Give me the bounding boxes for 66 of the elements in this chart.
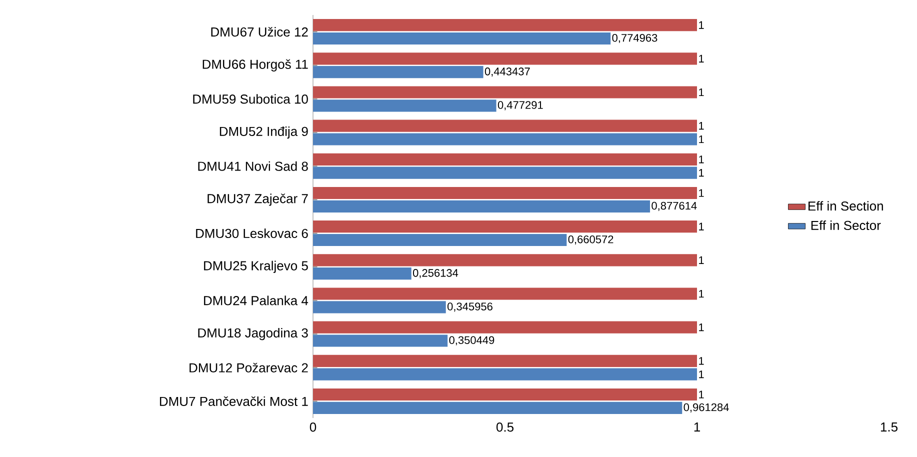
bar [313,66,484,78]
data-label: 0,961284 [684,403,729,412]
bar [313,288,698,300]
data-label: 0,256134 [412,269,458,278]
data-label: 1 [699,256,704,264]
bar [313,301,446,314]
y-tick-label: DMU41 Novi Sad 8 [198,161,308,171]
y-tick-label: DMU12 Požarevac 2 [190,362,308,372]
bar [313,334,448,347]
bar [313,234,567,246]
data-label: 0,477291 [498,101,543,110]
bar [313,220,698,233]
y-tick-label: DMU52 Inđija 9 [220,126,308,139]
bar [313,120,698,132]
legend-label: Eff in Sector [811,220,881,230]
data-label: 1 [699,290,704,298]
y-tick-label: DMU30 Leskovac 6 [196,228,308,238]
bar [313,368,698,380]
bar [313,32,611,45]
bar [313,354,698,367]
data-label: 1 [699,222,704,230]
y-tick-label: DMU25 Kraljevo 5 [204,260,308,273]
bar [313,200,650,212]
bar [313,388,698,401]
bar [313,19,698,32]
data-label: 1 [699,156,704,164]
data-label: 1 [699,189,704,197]
x-tick-label: 0.5 [496,422,514,432]
bar [313,268,412,280]
x-tick-label: 1.5 [880,422,898,432]
data-label: 1 [699,88,704,96]
data-label: 0,350449 [449,336,494,346]
bar [313,100,496,112]
bar [313,254,698,266]
y-tick-label: DMU67 Užice 12 [211,26,308,37]
bar [313,133,698,146]
data-label: 0,774963 [612,34,658,44]
data-label: 1 [699,390,704,398]
bar [313,321,698,334]
x-tick-label: 0 [310,422,316,432]
y-tick-label: DMU59 Subotica 10 [193,94,308,104]
bar [313,166,698,179]
y-tick-label: DMU66 Horgoš 11 [202,59,308,72]
y-tick-label: DMU24 Palanka 4 [204,296,308,306]
data-label: 1 [699,122,704,130]
legend-label: Eff in Section [808,201,883,211]
data-label: 1 [699,169,704,177]
bar [313,153,698,166]
data-label: 0,877614 [652,202,697,211]
data-label: 1 [699,21,704,29]
bar [313,402,682,414]
y-tick-label: DMU18 Jagodina 3 [198,328,308,340]
data-label: 1 [699,54,704,62]
bar [313,52,698,65]
y-tick-label: DMU7 Pančevački Most 1 [160,396,308,406]
x-tick-label: 1 [694,422,700,432]
data-label: 0,345956 [447,302,492,312]
data-label: 1 [699,357,704,365]
bar [313,86,698,98]
data-label: 1 [699,370,704,378]
data-label: 0,660572 [568,235,614,245]
bar [313,186,698,200]
y-tick-label: DMU37 Zaječar 7 [208,194,308,206]
data-label: 1 [699,135,704,144]
data-label: 0,443437 [484,68,530,77]
data-label: 1 [699,324,704,332]
